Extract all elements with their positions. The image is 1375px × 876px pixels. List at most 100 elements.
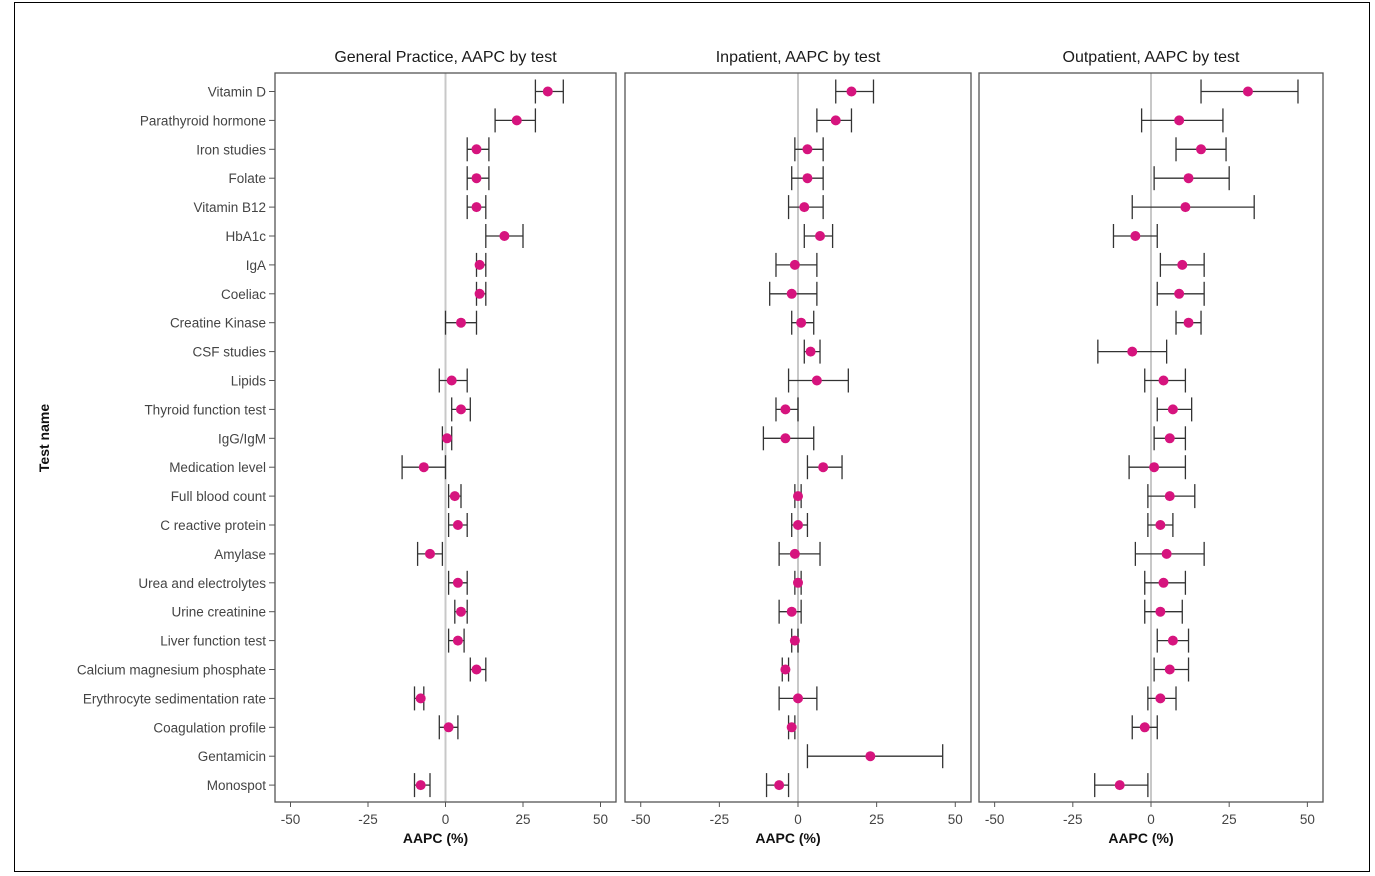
data-point	[789, 635, 800, 646]
x-tick-label: -25	[710, 812, 730, 827]
data-point	[1196, 144, 1207, 155]
x-axis-title: AAPC (%)	[403, 830, 468, 846]
data-point	[456, 404, 466, 415]
category-label: Coeliac	[221, 287, 266, 302]
x-tick-label: 50	[948, 812, 963, 827]
data-point	[471, 664, 482, 675]
data-point	[802, 144, 813, 155]
category-label: Iron studies	[196, 142, 266, 157]
data-point	[830, 115, 841, 126]
category-label: Vitamin B12	[193, 200, 266, 215]
data-point	[1155, 520, 1166, 530]
data-point	[1167, 404, 1178, 415]
data-point	[811, 375, 822, 386]
category-label: Liver function test	[160, 634, 266, 649]
category-label: Medication level	[169, 460, 266, 475]
category-label: Lipids	[231, 374, 267, 389]
category-label: Full blood count	[171, 489, 267, 504]
data-point	[456, 606, 466, 617]
category-label: Folate	[228, 171, 266, 186]
category-label: Calcium magnesium phosphate	[77, 663, 266, 678]
panel-title: General Practice, AAPC by test	[334, 49, 557, 66]
data-point	[796, 317, 807, 328]
panel-title: Inpatient, AAPC by test	[716, 49, 881, 66]
x-tick-label: -25	[358, 812, 378, 827]
x-tick-label: 50	[1300, 812, 1315, 827]
category-label: IgG/IgM	[218, 431, 266, 446]
data-point	[471, 202, 482, 213]
x-tick-label: 25	[515, 812, 530, 827]
data-point	[452, 635, 463, 646]
data-point	[818, 462, 829, 473]
data-point	[805, 346, 816, 357]
data-point	[786, 606, 797, 617]
data-point	[1155, 606, 1166, 617]
data-point	[789, 548, 800, 559]
data-point	[865, 751, 876, 762]
x-axis-title: AAPC (%)	[755, 830, 820, 846]
x-tick-label: 0	[442, 812, 450, 827]
data-point	[511, 115, 522, 126]
x-tick-label: 0	[794, 812, 802, 827]
data-point	[780, 664, 791, 675]
data-point	[471, 173, 482, 184]
data-point	[780, 433, 791, 444]
data-point	[1180, 202, 1191, 213]
data-point	[793, 520, 803, 530]
data-point	[449, 491, 460, 502]
data-point	[846, 86, 857, 97]
category-label: Vitamin D	[208, 85, 267, 100]
category-label: Erythrocyte sedimentation rate	[83, 691, 266, 706]
category-label: Coagulation profile	[153, 720, 266, 735]
data-point	[1130, 231, 1141, 241]
data-point	[418, 462, 429, 473]
data-point	[1164, 433, 1175, 444]
x-tick-label: 50	[593, 812, 608, 827]
category-label: Thyroid function test	[144, 402, 266, 417]
category-label: IgA	[246, 258, 266, 273]
data-point	[1127, 346, 1138, 357]
x-tick-label: -25	[1063, 812, 1083, 827]
x-tick-label: 25	[869, 812, 884, 827]
x-tick-label: -50	[281, 812, 301, 827]
x-tick-label: -50	[631, 812, 651, 827]
category-label: Creatine Kinase	[170, 316, 266, 331]
data-point	[1164, 664, 1175, 675]
data-point	[1161, 548, 1172, 559]
data-point	[815, 231, 826, 241]
category-label: CSF studies	[192, 345, 266, 360]
data-point	[774, 780, 785, 791]
x-tick-label: 0	[1147, 812, 1155, 827]
category-label: Monospot	[207, 778, 267, 793]
data-point	[793, 577, 803, 588]
data-point	[1183, 173, 1194, 184]
data-point	[415, 693, 426, 704]
data-point	[499, 231, 510, 241]
category-label: Gentamicin	[198, 749, 266, 764]
data-point	[425, 548, 435, 559]
data-point	[452, 520, 463, 530]
category-label: Urine creatinine	[171, 605, 266, 620]
category-label: C reactive protein	[160, 518, 266, 533]
x-axis-title: AAPC (%)	[1108, 830, 1173, 846]
x-tick-label: 25	[1222, 812, 1237, 827]
data-point	[1158, 375, 1169, 386]
data-point	[1174, 115, 1185, 126]
category-label: Parathyroid hormone	[140, 113, 266, 128]
data-point	[1149, 462, 1160, 473]
data-point	[802, 173, 813, 184]
data-point	[793, 491, 803, 502]
data-point	[1242, 86, 1253, 97]
data-point	[446, 375, 457, 386]
data-point	[542, 86, 553, 97]
data-point	[799, 202, 810, 213]
data-point	[1174, 288, 1185, 299]
data-point	[1155, 693, 1166, 704]
y-axis-title: Test name	[36, 404, 52, 472]
data-point	[415, 780, 426, 791]
data-point	[1167, 635, 1178, 646]
data-point	[443, 722, 454, 733]
data-point	[474, 288, 485, 299]
data-point	[1158, 577, 1169, 588]
